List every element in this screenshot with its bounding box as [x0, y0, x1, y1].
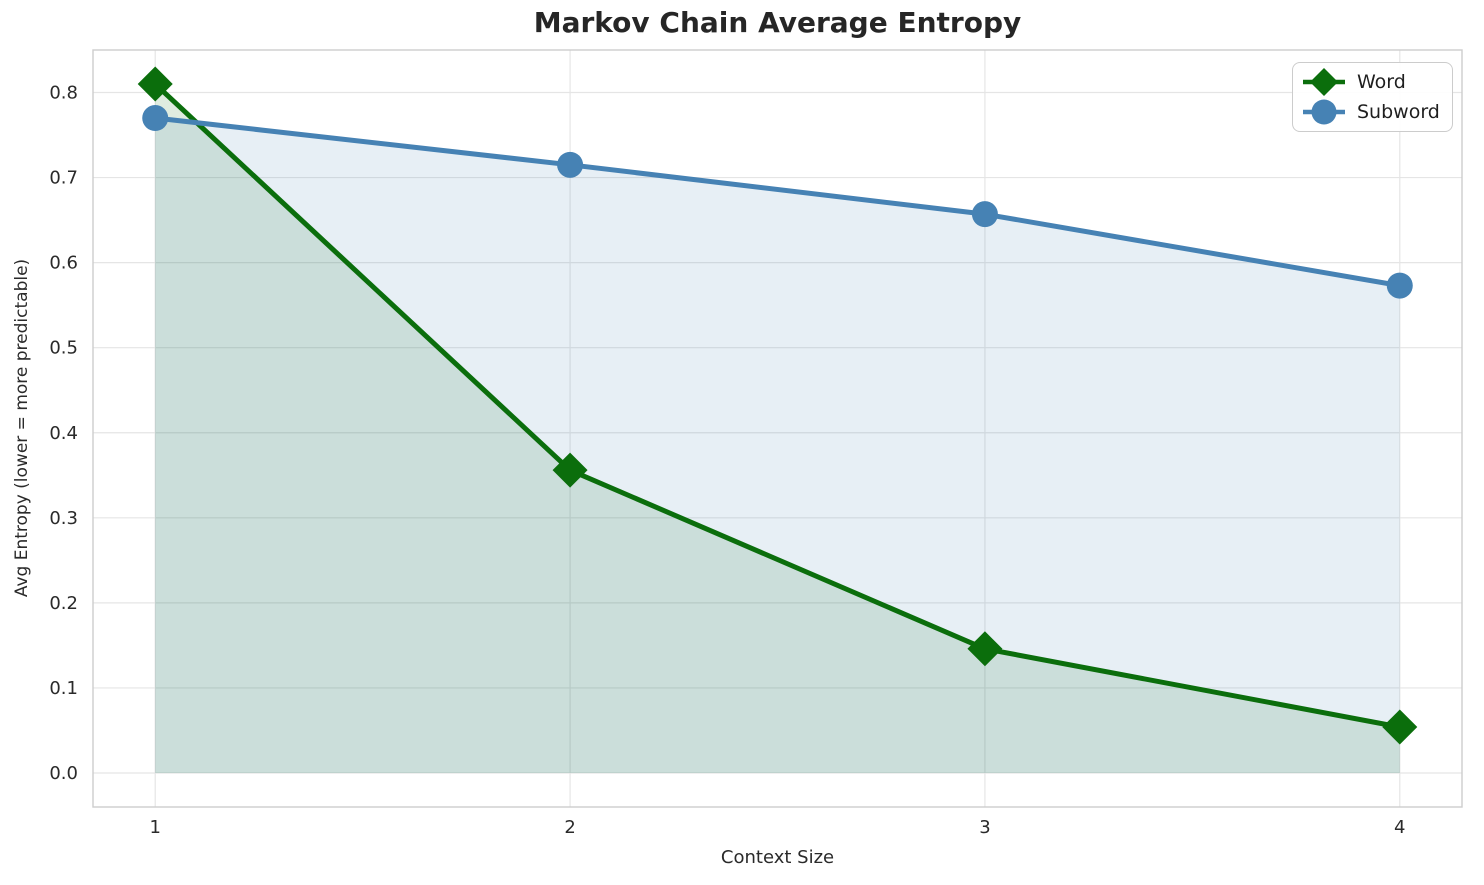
- word-marker: [967, 631, 1003, 667]
- legend-circle-marker: [1311, 99, 1337, 125]
- x-tick-label: 2: [564, 817, 575, 838]
- legend-diamond-marker: [1310, 68, 1338, 96]
- x-tick-label: 3: [979, 817, 990, 838]
- subword-marker: [971, 201, 998, 228]
- axes-spines: [92, 49, 1463, 808]
- y-tick-label: 0.3: [49, 508, 78, 529]
- x-tick-label: 4: [1394, 817, 1405, 838]
- y-tick-label: 0.8: [49, 83, 78, 104]
- y-tick-label: 0.7: [49, 168, 78, 189]
- y-tick-label: 0.2: [49, 593, 78, 614]
- y-tick-label: 0.5: [49, 338, 78, 359]
- x-tick-label: 1: [150, 817, 161, 838]
- subword-line: [154, 115, 1401, 289]
- legend-label-subword: Subword: [1357, 101, 1440, 123]
- word-marker: [137, 66, 173, 102]
- legend-item-word: Word: [1301, 68, 1440, 96]
- chart-title: Markov Chain Average Entropy: [533, 6, 1022, 39]
- y-tick-label: 0.6: [49, 253, 78, 274]
- legend: Word Subword: [1292, 62, 1453, 132]
- x-axis-label: Context Size: [720, 847, 835, 868]
- word-line: [153, 82, 1401, 730]
- subword-circle-icon: [1303, 99, 1345, 125]
- subword-marker: [142, 105, 169, 132]
- legend-label-word: Word: [1357, 71, 1406, 93]
- subword-area-fill: [155, 118, 1400, 773]
- y-tick-label: 0.0: [49, 763, 78, 784]
- y-tick-label: 0.1: [49, 678, 78, 699]
- y-tick-label: 0.4: [49, 423, 78, 444]
- legend-item-subword: Subword: [1301, 98, 1440, 126]
- subword-marker: [1386, 272, 1413, 299]
- word-diamond-icon: [1303, 68, 1345, 96]
- subword-marker: [557, 151, 584, 178]
- word-marker: [552, 452, 588, 488]
- word-marker: [1382, 709, 1418, 745]
- word-area-fill: [155, 84, 1400, 773]
